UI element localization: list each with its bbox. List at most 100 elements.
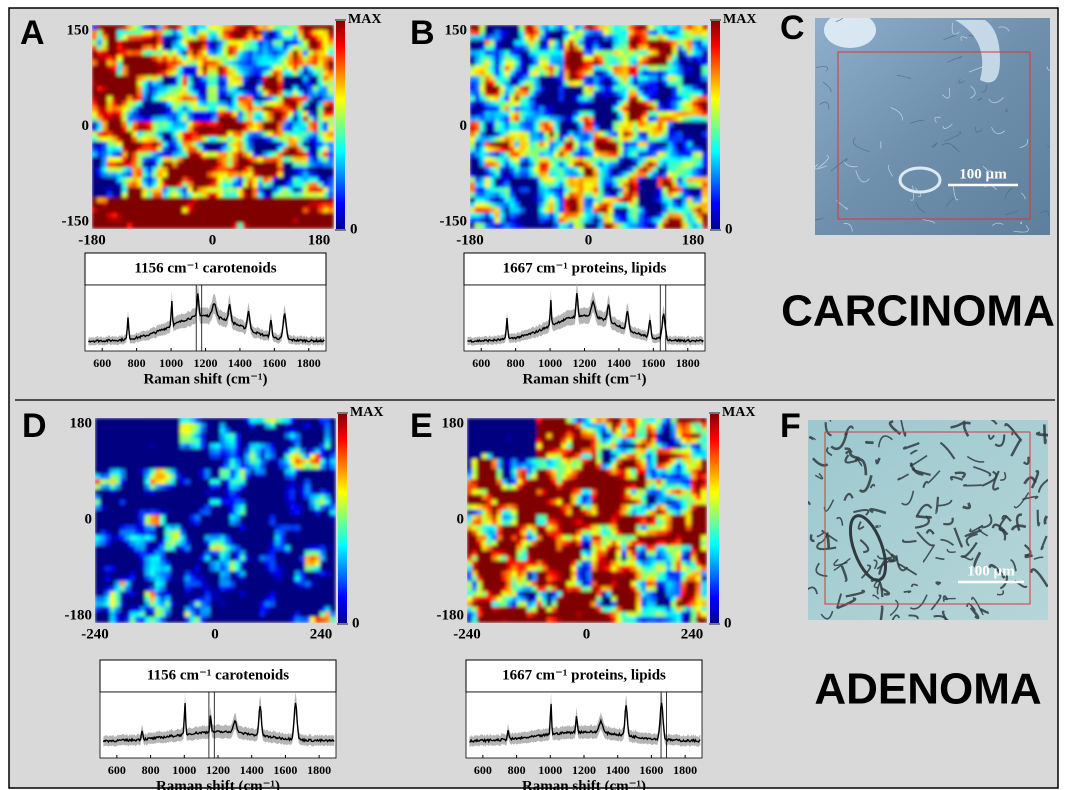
heatmap-cell (608, 151, 614, 158)
heatmap-cell (140, 489, 146, 496)
heatmap-cell (568, 162, 575, 168)
heatmap-cell (534, 75, 540, 82)
heatmap-cell (697, 126, 703, 133)
heatmap-cell (618, 40, 624, 46)
heatmap-cell (623, 212, 629, 219)
heatmap-cell (252, 141, 259, 148)
heatmap-cell (267, 85, 274, 92)
heatmap-cell (598, 217, 604, 224)
heatmap-cell (257, 177, 264, 183)
heatmap-cell (180, 509, 186, 516)
heatmap-cell (470, 106, 476, 112)
heatmap-cell (692, 141, 698, 148)
heatmap-cell (325, 438, 331, 445)
heatmap-cell (499, 222, 506, 229)
heatmap-cell (260, 494, 266, 501)
heatmap-cell (205, 438, 211, 445)
heatmap-cell (170, 423, 176, 429)
heatmap-cell (222, 222, 229, 229)
heatmap-cell (202, 70, 209, 77)
heatmap-cell (484, 207, 491, 214)
heatmap-cell (110, 525, 116, 531)
heatmap-cell (692, 96, 698, 102)
heatmap-cell (583, 182, 590, 188)
heatmap-cell (227, 141, 234, 148)
heatmap-cell (647, 136, 654, 143)
heatmap-cell (247, 207, 254, 214)
heatmap-cell (287, 25, 294, 31)
heatmap-cell (300, 418, 306, 424)
heatmap-cell (494, 146, 501, 153)
heatmap-cell (697, 222, 703, 229)
heatmap-cell (250, 423, 256, 429)
heatmap-cell (272, 30, 279, 36)
heatmap-cell (302, 131, 309, 138)
heatmap-cell (172, 202, 178, 209)
heatmap-cell (202, 45, 209, 51)
heatmap-cell (702, 192, 708, 199)
heatmap-cell (563, 75, 570, 82)
heatmap-cell (637, 65, 644, 72)
heatmap-cell (667, 172, 674, 178)
heatmap-cell (529, 116, 535, 123)
heatmap-cell (677, 80, 683, 87)
heatmap-cell (568, 30, 575, 36)
heatmap-cell (185, 453, 191, 460)
heatmap-cell (544, 156, 550, 163)
heatmap-cell (297, 75, 304, 82)
heatmap-cell (232, 65, 239, 72)
heatmap-cell (180, 438, 186, 445)
heatmap-cell (260, 499, 266, 506)
spectrum-title: 1667 cm⁻¹ proteins, lipids (503, 260, 667, 276)
heatmap-cell (157, 167, 163, 173)
heatmap-cell (687, 90, 693, 97)
heatmap-cell (257, 156, 264, 163)
heatmap-cell (272, 222, 279, 229)
heatmap-cell (613, 136, 619, 143)
heatmap-cell (197, 45, 204, 51)
heatmap-cell (232, 35, 239, 41)
heatmap-cell (297, 90, 304, 97)
heatmap-cell (662, 136, 669, 143)
heatmap-cell (107, 167, 113, 173)
heatmap-cell (312, 111, 319, 117)
heatmap-cell (534, 60, 540, 67)
heatmap-cell (110, 418, 116, 424)
heatmap-cell (305, 428, 311, 434)
heatmap-cell (553, 212, 560, 219)
heatmap-cell (125, 509, 131, 516)
heatmap-cell (652, 116, 659, 123)
heatmap-cell (563, 25, 570, 31)
heatmap-cell (558, 75, 565, 82)
heatmap-cell (529, 70, 535, 77)
heatmap-cell (697, 116, 703, 123)
heatmap-cell (265, 474, 271, 480)
heatmap-cell (252, 192, 259, 199)
heatmap-cell (292, 75, 299, 82)
heatmap-cell (252, 162, 259, 168)
heatmap-cell (282, 96, 289, 102)
heatmap-cell (632, 50, 639, 57)
heatmap-cell (262, 192, 269, 199)
heatmap-cell (215, 448, 221, 455)
heatmap-cell (165, 474, 171, 480)
heatmap-cell (524, 75, 530, 82)
heatmap-cell (637, 212, 644, 219)
heatmap-cell (180, 448, 186, 455)
heatmap-cell (287, 75, 294, 82)
heatmap-cell (220, 443, 226, 450)
heatmap-cell (583, 151, 590, 158)
heatmap-cell (262, 96, 269, 102)
heatmap-cell (252, 75, 259, 82)
heatmap-cell (265, 489, 271, 496)
heatmap-cell (657, 121, 664, 128)
heatmap-cell (162, 80, 168, 87)
heatmap-cell (170, 509, 176, 516)
heatmap-cell (127, 126, 133, 133)
heatmap-cell (212, 182, 219, 188)
heatmap-cell (285, 489, 291, 496)
heatmap-cell (312, 182, 319, 188)
heatmap-cell (270, 418, 276, 424)
heatmap-cell (252, 40, 259, 46)
